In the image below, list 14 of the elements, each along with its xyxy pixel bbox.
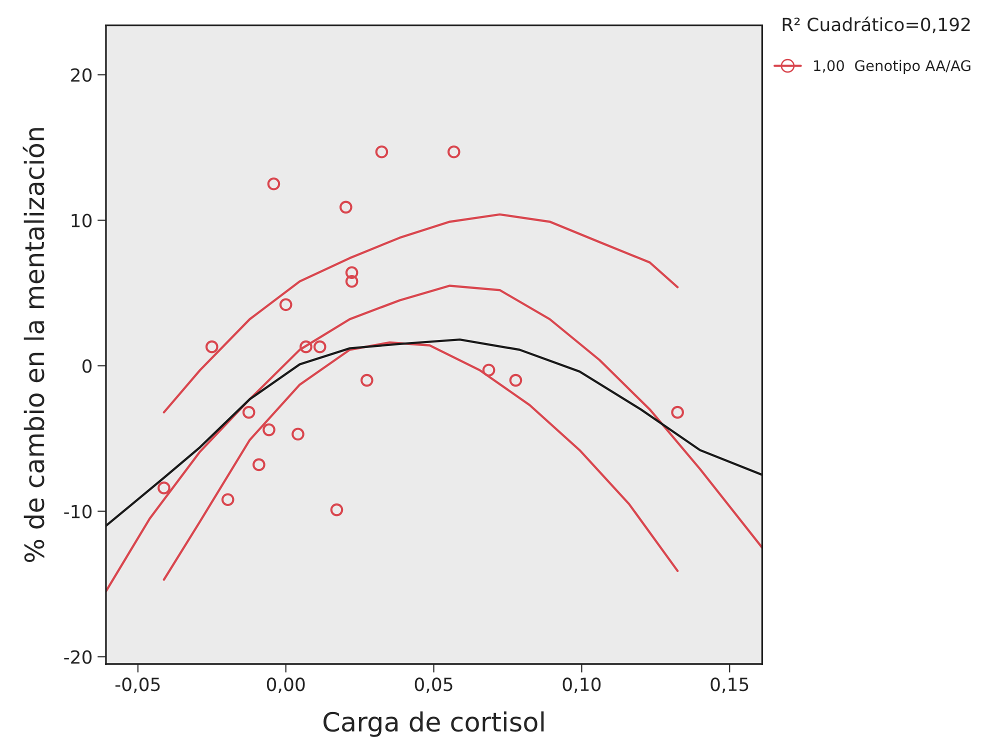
- x-tick-label: 0,05: [414, 678, 452, 694]
- text: R² Cuadrático=0,192: [782, 16, 970, 34]
- x-tick-label: 0,10: [562, 678, 601, 694]
- y-axis-title: % de cambio en la mentalización: [22, 128, 44, 562]
- x-tick-label: -0,05: [115, 678, 160, 694]
- y-tick-label: 0: [82, 359, 92, 373]
- y-tick-label: -20: [64, 650, 92, 664]
- x-tick-label: 0,15: [710, 678, 748, 694]
- y-tick-label: -10: [64, 504, 92, 518]
- y-tick-label: 10: [72, 214, 92, 228]
- y-tick-label: 20: [71, 68, 92, 82]
- legend-label: 1,00 Genotipo AA/AG: [814, 60, 970, 74]
- x-axis-title: Carga de cortisol: [324, 711, 544, 737]
- x-tick-label: 0,00: [266, 678, 305, 694]
